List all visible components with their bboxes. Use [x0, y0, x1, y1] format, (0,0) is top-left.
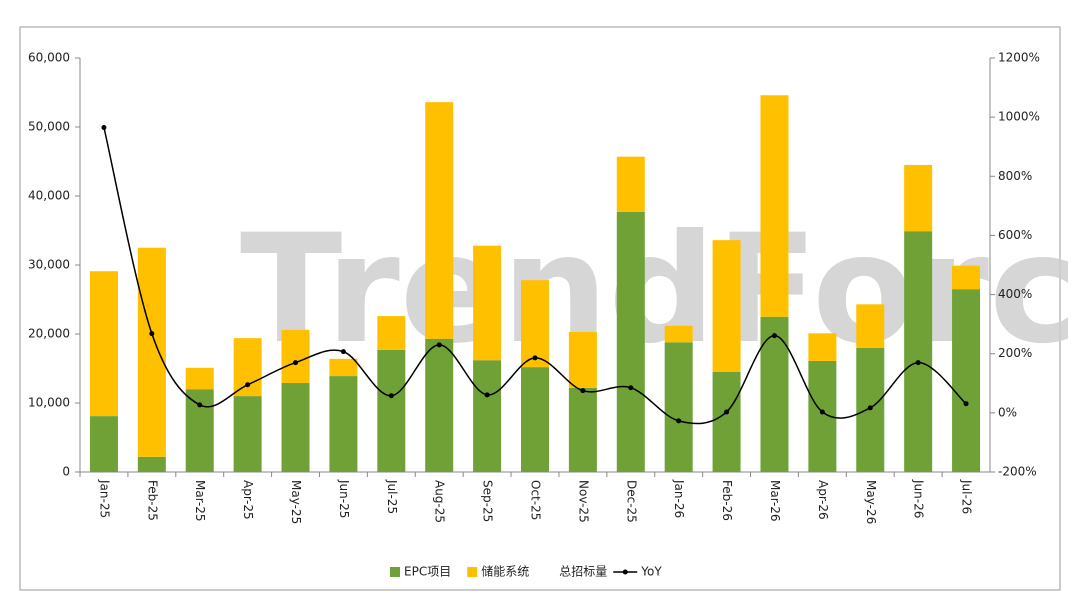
- y2-tick-label: 1000%: [998, 110, 1040, 124]
- bar: [808, 333, 837, 361]
- line-point: [149, 331, 155, 337]
- bar: [89, 416, 118, 472]
- bar: [185, 367, 214, 390]
- y2-tick-label: 600%: [998, 228, 1032, 242]
- bar: [760, 95, 789, 317]
- x-tick-label: Sep-25: [481, 480, 495, 522]
- x-tick-label: Jul-25: [385, 479, 399, 514]
- y2-tick-label: 0%: [998, 405, 1017, 419]
- line-point: [580, 388, 586, 394]
- legend-label: YoY: [640, 565, 662, 579]
- bar: [521, 367, 549, 472]
- x-tick-label: Jun-25: [337, 479, 351, 518]
- y2-tick-label: 800%: [998, 169, 1032, 183]
- bar: [904, 231, 933, 472]
- x-tick-label: Feb-25: [145, 480, 159, 521]
- legend-label: EPC项目: [404, 565, 451, 579]
- bar: [616, 211, 645, 472]
- bar: [521, 280, 549, 368]
- bar: [664, 342, 693, 472]
- bar: [377, 316, 406, 350]
- bar: [425, 102, 454, 339]
- y2-tick-label: 200%: [998, 346, 1032, 360]
- bar: [904, 164, 933, 232]
- x-tick-label: Jan-26: [672, 479, 686, 518]
- y-tick-label: 30,000: [28, 258, 70, 272]
- x-tick-label: Mar-25: [193, 480, 207, 521]
- bar: [233, 396, 262, 472]
- bar: [473, 245, 502, 361]
- bar: [89, 271, 118, 417]
- line-point: [628, 385, 634, 391]
- bar: [760, 316, 789, 472]
- line-point: [245, 382, 251, 388]
- bar: [952, 265, 981, 290]
- bar: [856, 304, 885, 348]
- bar: [281, 329, 310, 383]
- line-point: [819, 409, 825, 415]
- line-point: [676, 418, 682, 424]
- x-tick-label: Jan-25: [97, 479, 111, 518]
- x-tick-label: Apr-25: [241, 480, 255, 520]
- line-point: [532, 355, 538, 361]
- y2-tick-label: 400%: [998, 287, 1032, 301]
- line-point: [867, 405, 873, 411]
- line-point: [101, 124, 107, 130]
- bar: [185, 389, 214, 472]
- line-point: [771, 333, 777, 339]
- x-tick-label: Jun-26: [912, 479, 926, 518]
- y-tick-label: 40,000: [28, 189, 70, 203]
- line-point: [915, 360, 921, 366]
- bar: [233, 338, 262, 397]
- bar: [664, 325, 693, 343]
- bar: [712, 371, 741, 472]
- y-tick-label: 50,000: [28, 120, 70, 134]
- line-point: [436, 342, 442, 348]
- bar: [281, 382, 310, 472]
- bar: [712, 240, 741, 372]
- x-tick-label: May-26: [864, 480, 878, 524]
- legend-swatch: [390, 567, 400, 577]
- y-tick-label: 20,000: [28, 327, 70, 341]
- y-tick-label: 0: [62, 465, 70, 479]
- x-tick-label: Oct-25: [529, 480, 543, 520]
- x-tick-label: Nov-25: [576, 480, 590, 523]
- x-tick-label: Dec-25: [624, 480, 638, 523]
- line-point: [388, 393, 394, 399]
- bar: [568, 387, 597, 472]
- bar: [377, 349, 406, 472]
- bar: [616, 156, 645, 212]
- bar: [568, 331, 597, 388]
- legend-label: 储能系统: [481, 564, 529, 579]
- x-tick-label: May-25: [289, 480, 303, 524]
- x-tick-label: Aug-25: [433, 480, 447, 523]
- y2-tick-label: 1200%: [998, 51, 1040, 65]
- bar: [137, 456, 166, 472]
- line: [103, 127, 967, 425]
- x-tick-label: Jul-26: [960, 479, 974, 514]
- bar: [952, 289, 981, 472]
- x-tick-label: Feb-26: [720, 480, 734, 521]
- y-tick-label: 10,000: [28, 396, 70, 410]
- line-point: [293, 360, 299, 366]
- x-tick-label: Apr-26: [816, 480, 830, 520]
- line-point: [340, 349, 346, 355]
- legend-marker: [622, 569, 628, 575]
- legend-swatch: [467, 567, 478, 577]
- bar: [425, 338, 454, 472]
- y2-tick-label: -200%: [998, 465, 1037, 479]
- legend-label: 总招标量: [559, 565, 607, 579]
- x-tick-label: Mar-26: [768, 480, 782, 521]
- y-tick-label: 60,000: [28, 51, 70, 65]
- bar: [329, 376, 358, 472]
- line-point: [197, 402, 203, 408]
- line-point: [724, 409, 730, 415]
- bar: [137, 247, 166, 457]
- bar: [329, 358, 358, 377]
- bar: [473, 360, 502, 472]
- line-point: [484, 392, 490, 398]
- line-point: [963, 401, 969, 407]
